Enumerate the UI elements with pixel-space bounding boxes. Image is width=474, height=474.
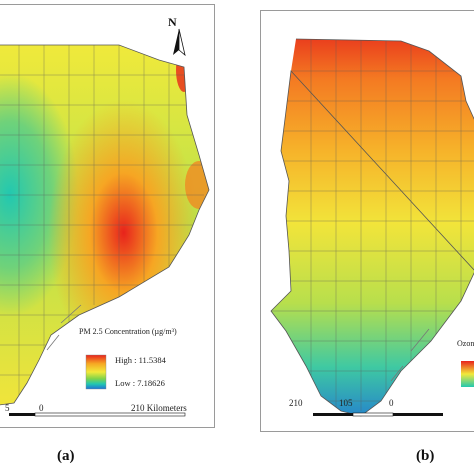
ozone-scale-bar (313, 412, 443, 417)
ozone-map-svg (270, 38, 474, 417)
ozone-surface (271, 39, 474, 416)
caption-a: (a) (57, 448, 75, 464)
pm25-map-svg (0, 28, 210, 417)
scale-label-right: 210 Kilometers (131, 403, 187, 413)
ozone-scale-label-0: 0 (389, 398, 394, 408)
legend-high-label: High : 11.5384 (115, 355, 166, 365)
scale-label-left: 5 (5, 403, 10, 413)
north-label: N (168, 15, 177, 29)
ozone-scale-label-105: 105 (339, 398, 353, 408)
ozone-map-panel: Ozon 210 105 0 (260, 10, 474, 432)
north-arrow-icon (173, 28, 186, 57)
pm25-surface (0, 45, 209, 405)
caption-b: (b) (416, 448, 435, 464)
scale-bar (9, 412, 186, 417)
scale-label-zero: 0 (39, 403, 44, 413)
legend-title: PM 2.5 Concentration (µg/m³) (79, 327, 177, 336)
ozone-scale-label-210: 210 (289, 398, 303, 408)
ozone-legend-title: Ozon (457, 339, 474, 348)
legend-low-label: Low : 7.18626 (115, 378, 165, 388)
legend-color-ramp (85, 354, 107, 390)
ozone-legend-ramp (461, 361, 474, 387)
pm25-map-panel: N PM 2.5 Concentration (µg/m³) High : 11… (0, 4, 215, 428)
